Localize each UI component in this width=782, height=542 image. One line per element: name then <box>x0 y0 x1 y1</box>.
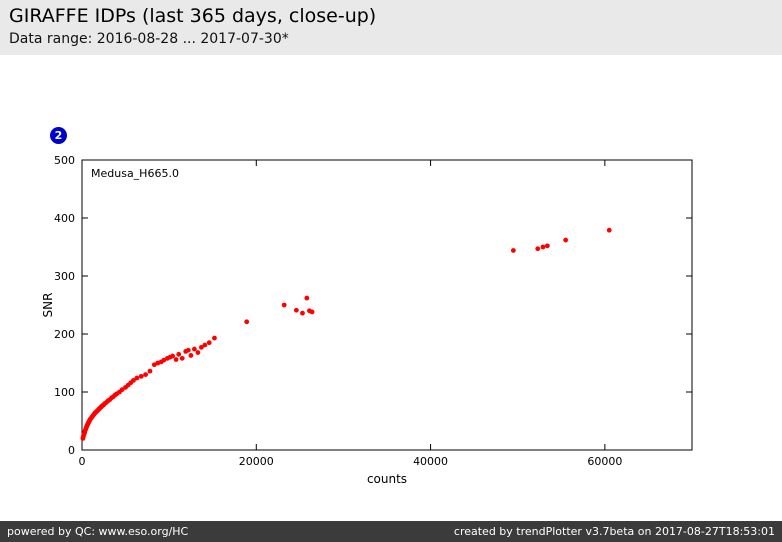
svg-text:200: 200 <box>54 328 75 341</box>
svg-text:100: 100 <box>54 386 75 399</box>
x-axis: 0 20000 40000 60000 <box>79 160 622 468</box>
footer-created-by: created by trendPlotter v3.7beta on 2017… <box>453 525 775 538</box>
svg-text:0: 0 <box>68 444 75 457</box>
x-axis-label: counts <box>367 472 407 486</box>
footer-powered-by: powered by QC: www.eso.org/HC <box>7 525 189 538</box>
plot-index-badge[interactable]: 2 <box>50 127 67 144</box>
y-axis: 0 100 200 300 400 500 <box>54 154 692 457</box>
header: GIRAFFE IDPs (last 365 days, close-up) D… <box>0 0 782 55</box>
data-range-subtitle: Data range: 2016-08-28 ... 2017-07-30* <box>9 30 289 47</box>
page-title: GIRAFFE IDPs (last 365 days, close-up) <box>9 5 377 27</box>
svg-text:20000: 20000 <box>239 455 274 468</box>
data-points <box>80 227 612 441</box>
footer-bar: powered by QC: www.eso.org/HC created by… <box>0 521 782 542</box>
svg-text:0: 0 <box>79 455 86 468</box>
svg-text:60000: 60000 <box>587 455 622 468</box>
y-axis-label: SNR <box>41 293 55 318</box>
scatter-plot: 0 20000 40000 60000 0 100 200 300 400 500 counts SN… <box>40 154 770 504</box>
series-label: Medusa_H665.0 <box>91 167 179 180</box>
svg-text:400: 400 <box>54 212 75 225</box>
svg-text:40000: 40000 <box>413 455 448 468</box>
svg-text:300: 300 <box>54 270 75 283</box>
svg-text:500: 500 <box>54 155 75 167</box>
plot-frame <box>81 159 693 451</box>
scatter-canvas: 0 20000 40000 60000 0 100 200 300 400 500 counts SN… <box>41 154 693 486</box>
